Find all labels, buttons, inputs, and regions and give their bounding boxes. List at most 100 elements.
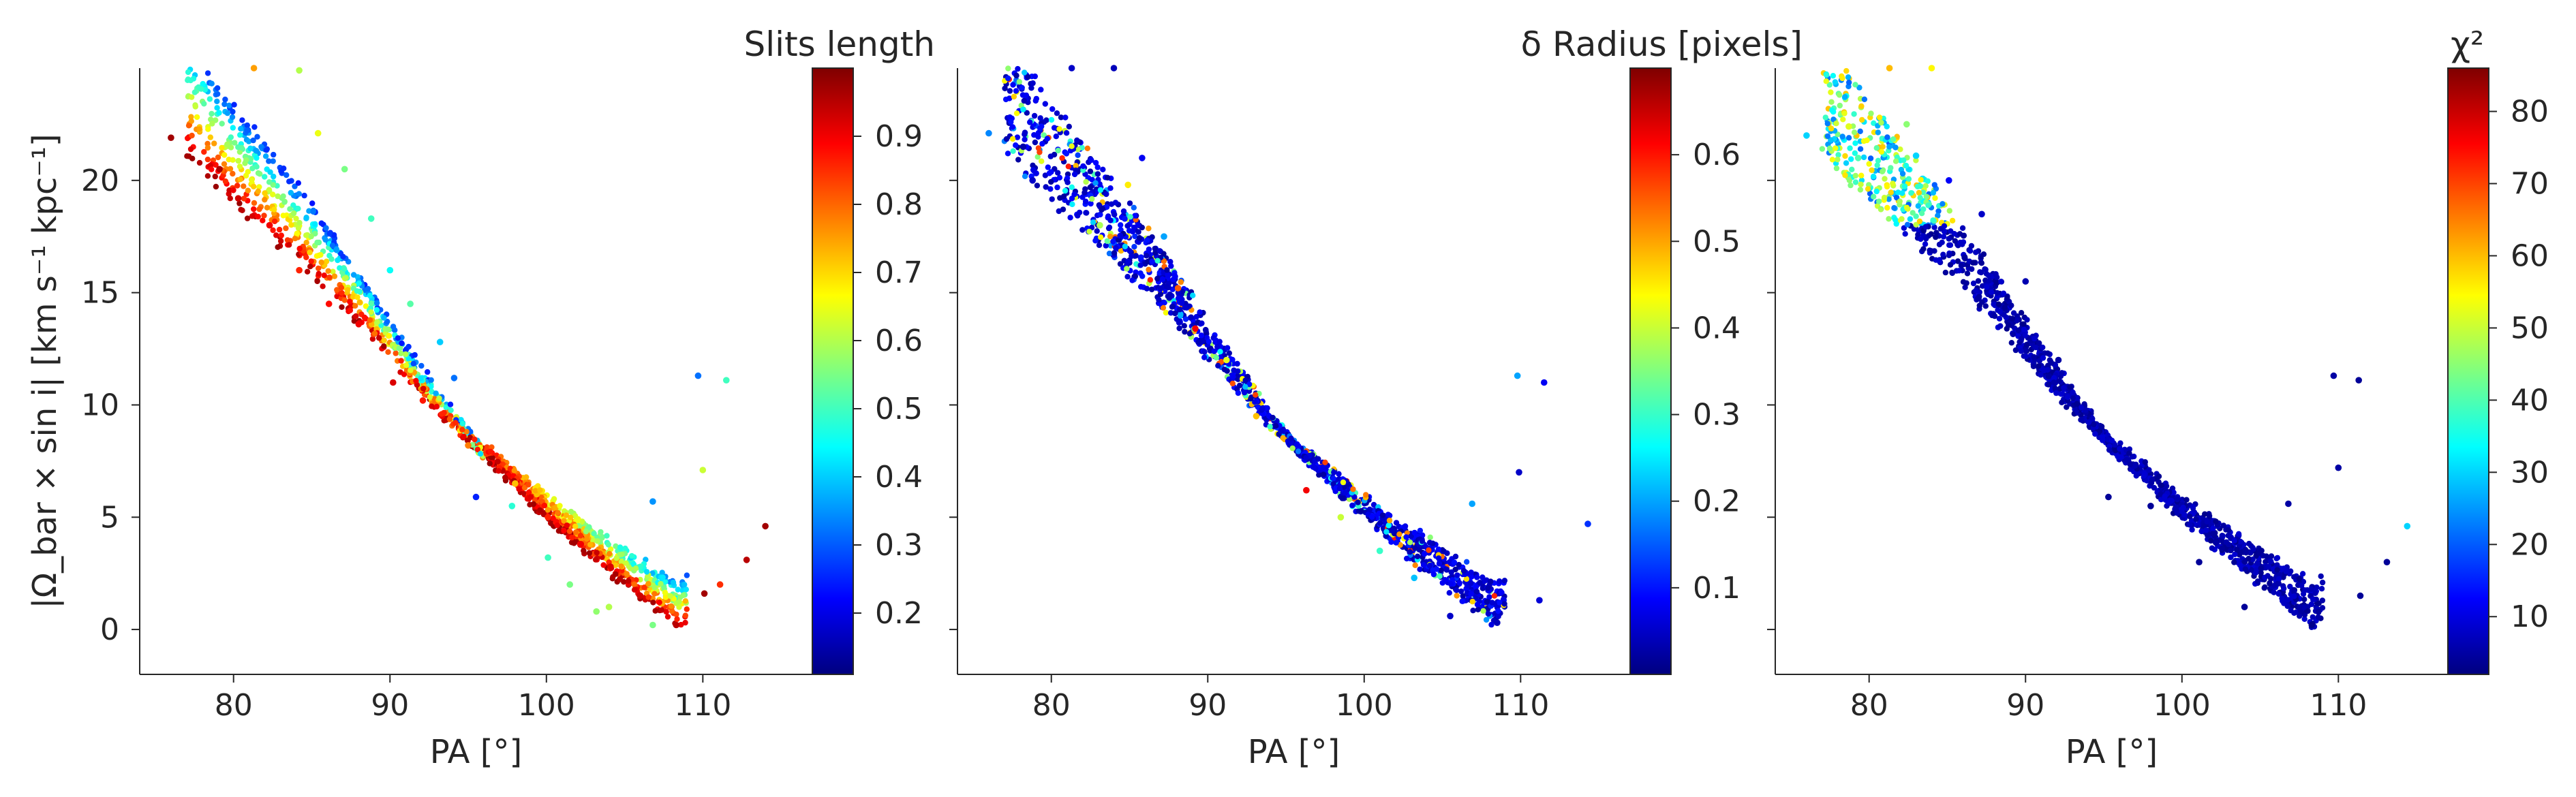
data-point	[1959, 241, 1965, 247]
data-point	[656, 599, 662, 606]
data-point	[235, 144, 241, 151]
data-point	[1100, 166, 1106, 172]
data-point	[622, 545, 628, 552]
data-point	[1447, 581, 1454, 587]
data-point	[2180, 504, 2186, 511]
data-point	[2010, 331, 2016, 337]
data-point	[1124, 181, 1131, 189]
data-point	[2115, 453, 2121, 460]
data-point	[1060, 193, 1067, 200]
data-point	[189, 94, 195, 100]
data-point	[1087, 184, 1094, 191]
data-point	[1071, 191, 1077, 198]
data-point	[1947, 262, 1954, 268]
data-point	[2022, 278, 2029, 285]
data-point	[352, 302, 358, 309]
y-tick-label: 10	[81, 388, 119, 422]
data-point	[189, 132, 195, 139]
x-tick-label: 90	[2006, 688, 2044, 723]
data-point	[1229, 373, 1236, 379]
data-point	[288, 189, 294, 196]
data-point	[250, 137, 256, 144]
data-point	[1034, 154, 1041, 160]
data-point	[1396, 531, 1402, 537]
data-point	[185, 153, 192, 159]
data-point	[2301, 596, 2307, 603]
data-point	[613, 562, 619, 568]
data-point	[551, 496, 557, 502]
data-point	[1339, 495, 1346, 501]
data-point	[188, 114, 194, 120]
data-point	[527, 494, 534, 500]
data-point	[584, 536, 590, 542]
data-point	[604, 533, 610, 539]
data-point	[613, 543, 619, 549]
data-point	[308, 258, 314, 264]
data-point	[545, 554, 551, 561]
data-point	[295, 180, 301, 186]
data-point	[561, 518, 567, 524]
data-point	[1027, 119, 1033, 125]
data-point	[2031, 354, 2037, 360]
data-point	[216, 110, 222, 116]
data-point	[1843, 160, 1850, 166]
data-point	[1830, 73, 1837, 79]
data-point	[1870, 173, 1877, 180]
data-point	[1349, 502, 1355, 509]
data-point	[1377, 520, 1383, 526]
data-point	[308, 233, 314, 240]
data-point	[2308, 586, 2314, 592]
scatter-cloud	[1001, 65, 1508, 628]
data-point	[1843, 67, 1850, 74]
data-point	[1436, 561, 1443, 567]
data-point	[1350, 486, 1356, 493]
data-point	[367, 215, 375, 222]
data-point	[1884, 204, 1890, 211]
data-point	[1088, 200, 1094, 207]
data-point	[1897, 198, 1903, 204]
data-point	[566, 581, 573, 588]
data-point	[1939, 239, 1945, 245]
data-point	[1201, 349, 1208, 355]
data-point	[1857, 146, 1864, 152]
data-point	[1046, 170, 1053, 176]
data-point	[525, 482, 532, 488]
data-point	[613, 555, 619, 561]
data-point	[2056, 378, 2062, 384]
data-point	[395, 335, 401, 341]
data-point	[1961, 255, 1967, 261]
colorbar-tick-label: 0.3	[1693, 398, 1741, 433]
data-point	[325, 268, 331, 275]
data-point	[396, 345, 402, 351]
data-point	[1110, 65, 1118, 72]
data-point	[1063, 151, 1070, 157]
data-point	[1891, 205, 1897, 211]
data-point	[2300, 591, 2307, 597]
data-point	[1851, 129, 1858, 136]
data-point	[2219, 533, 2225, 539]
data-point	[1199, 320, 1205, 326]
data-point	[2036, 340, 2042, 346]
data-point	[1190, 292, 1196, 298]
data-point	[1124, 266, 1130, 272]
data-point	[413, 377, 419, 384]
data-point	[564, 522, 570, 529]
data-point	[1146, 225, 1152, 232]
data-point	[260, 217, 266, 223]
data-point	[1901, 183, 1908, 189]
colorbar-tick-label: 10	[2511, 599, 2549, 634]
data-point	[484, 444, 490, 450]
data-point	[222, 96, 228, 103]
data-point	[230, 157, 236, 163]
data-point	[1978, 260, 1984, 266]
data-point	[645, 580, 651, 587]
data-point	[2231, 537, 2237, 544]
data-point	[631, 581, 637, 587]
data-point	[1224, 345, 1231, 351]
data-point	[2092, 431, 2098, 437]
data-point	[385, 349, 391, 355]
data-point	[1460, 593, 1466, 599]
data-point	[255, 170, 262, 176]
data-point	[1946, 177, 1952, 184]
data-point	[537, 487, 543, 493]
